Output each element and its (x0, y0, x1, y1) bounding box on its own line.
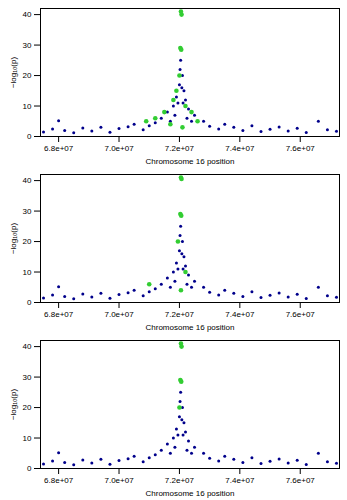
svg-text:30: 30 (23, 373, 32, 382)
svg-text:20: 20 (23, 71, 32, 80)
svg-text:0: 0 (27, 464, 32, 473)
svg-text:−log₁₀(p): −log₁₀(p) (9, 57, 18, 88)
svg-text:Chromosome 16 position: Chromosome 16 position (146, 157, 235, 166)
svg-text:Chromosome 16 position: Chromosome 16 position (146, 489, 235, 498)
svg-text:6.8e+07: 6.8e+07 (44, 310, 74, 319)
svg-text:−log₁₀(p): −log₁₀(p) (9, 223, 18, 254)
svg-text:10: 10 (23, 268, 32, 277)
svg-text:10: 10 (23, 434, 32, 443)
svg-text:7.6e+07: 7.6e+07 (286, 310, 316, 319)
svg-text:7.2e+07: 7.2e+07 (165, 144, 195, 153)
svg-text:7.4e+07: 7.4e+07 (225, 144, 255, 153)
svg-text:7.0e+07: 7.0e+07 (104, 476, 134, 485)
svg-text:0: 0 (27, 298, 32, 307)
svg-text:20: 20 (23, 237, 32, 246)
svg-text:0: 0 (27, 132, 32, 141)
svg-text:30: 30 (23, 41, 32, 50)
svg-text:6.8e+07: 6.8e+07 (44, 144, 74, 153)
svg-text:−log₁₀(p): −log₁₀(p) (9, 389, 18, 420)
svg-text:40: 40 (23, 176, 32, 185)
svg-text:Chromosome 16 position: Chromosome 16 position (146, 323, 235, 332)
svg-text:7.6e+07: 7.6e+07 (286, 476, 316, 485)
svg-text:6.8e+07: 6.8e+07 (44, 476, 74, 485)
svg-text:40: 40 (23, 10, 32, 19)
svg-text:7.4e+07: 7.4e+07 (225, 310, 255, 319)
svg-text:7.0e+07: 7.0e+07 (104, 144, 134, 153)
svg-text:7.4e+07: 7.4e+07 (225, 476, 255, 485)
svg-text:10: 10 (23, 102, 32, 111)
svg-text:30: 30 (23, 207, 32, 216)
svg-text:7.2e+07: 7.2e+07 (165, 310, 195, 319)
svg-text:7.0e+07: 7.0e+07 (104, 310, 134, 319)
svg-text:40: 40 (23, 342, 32, 351)
svg-text:20: 20 (23, 403, 32, 412)
svg-text:7.2e+07: 7.2e+07 (165, 476, 195, 485)
svg-text:7.6e+07: 7.6e+07 (286, 144, 316, 153)
